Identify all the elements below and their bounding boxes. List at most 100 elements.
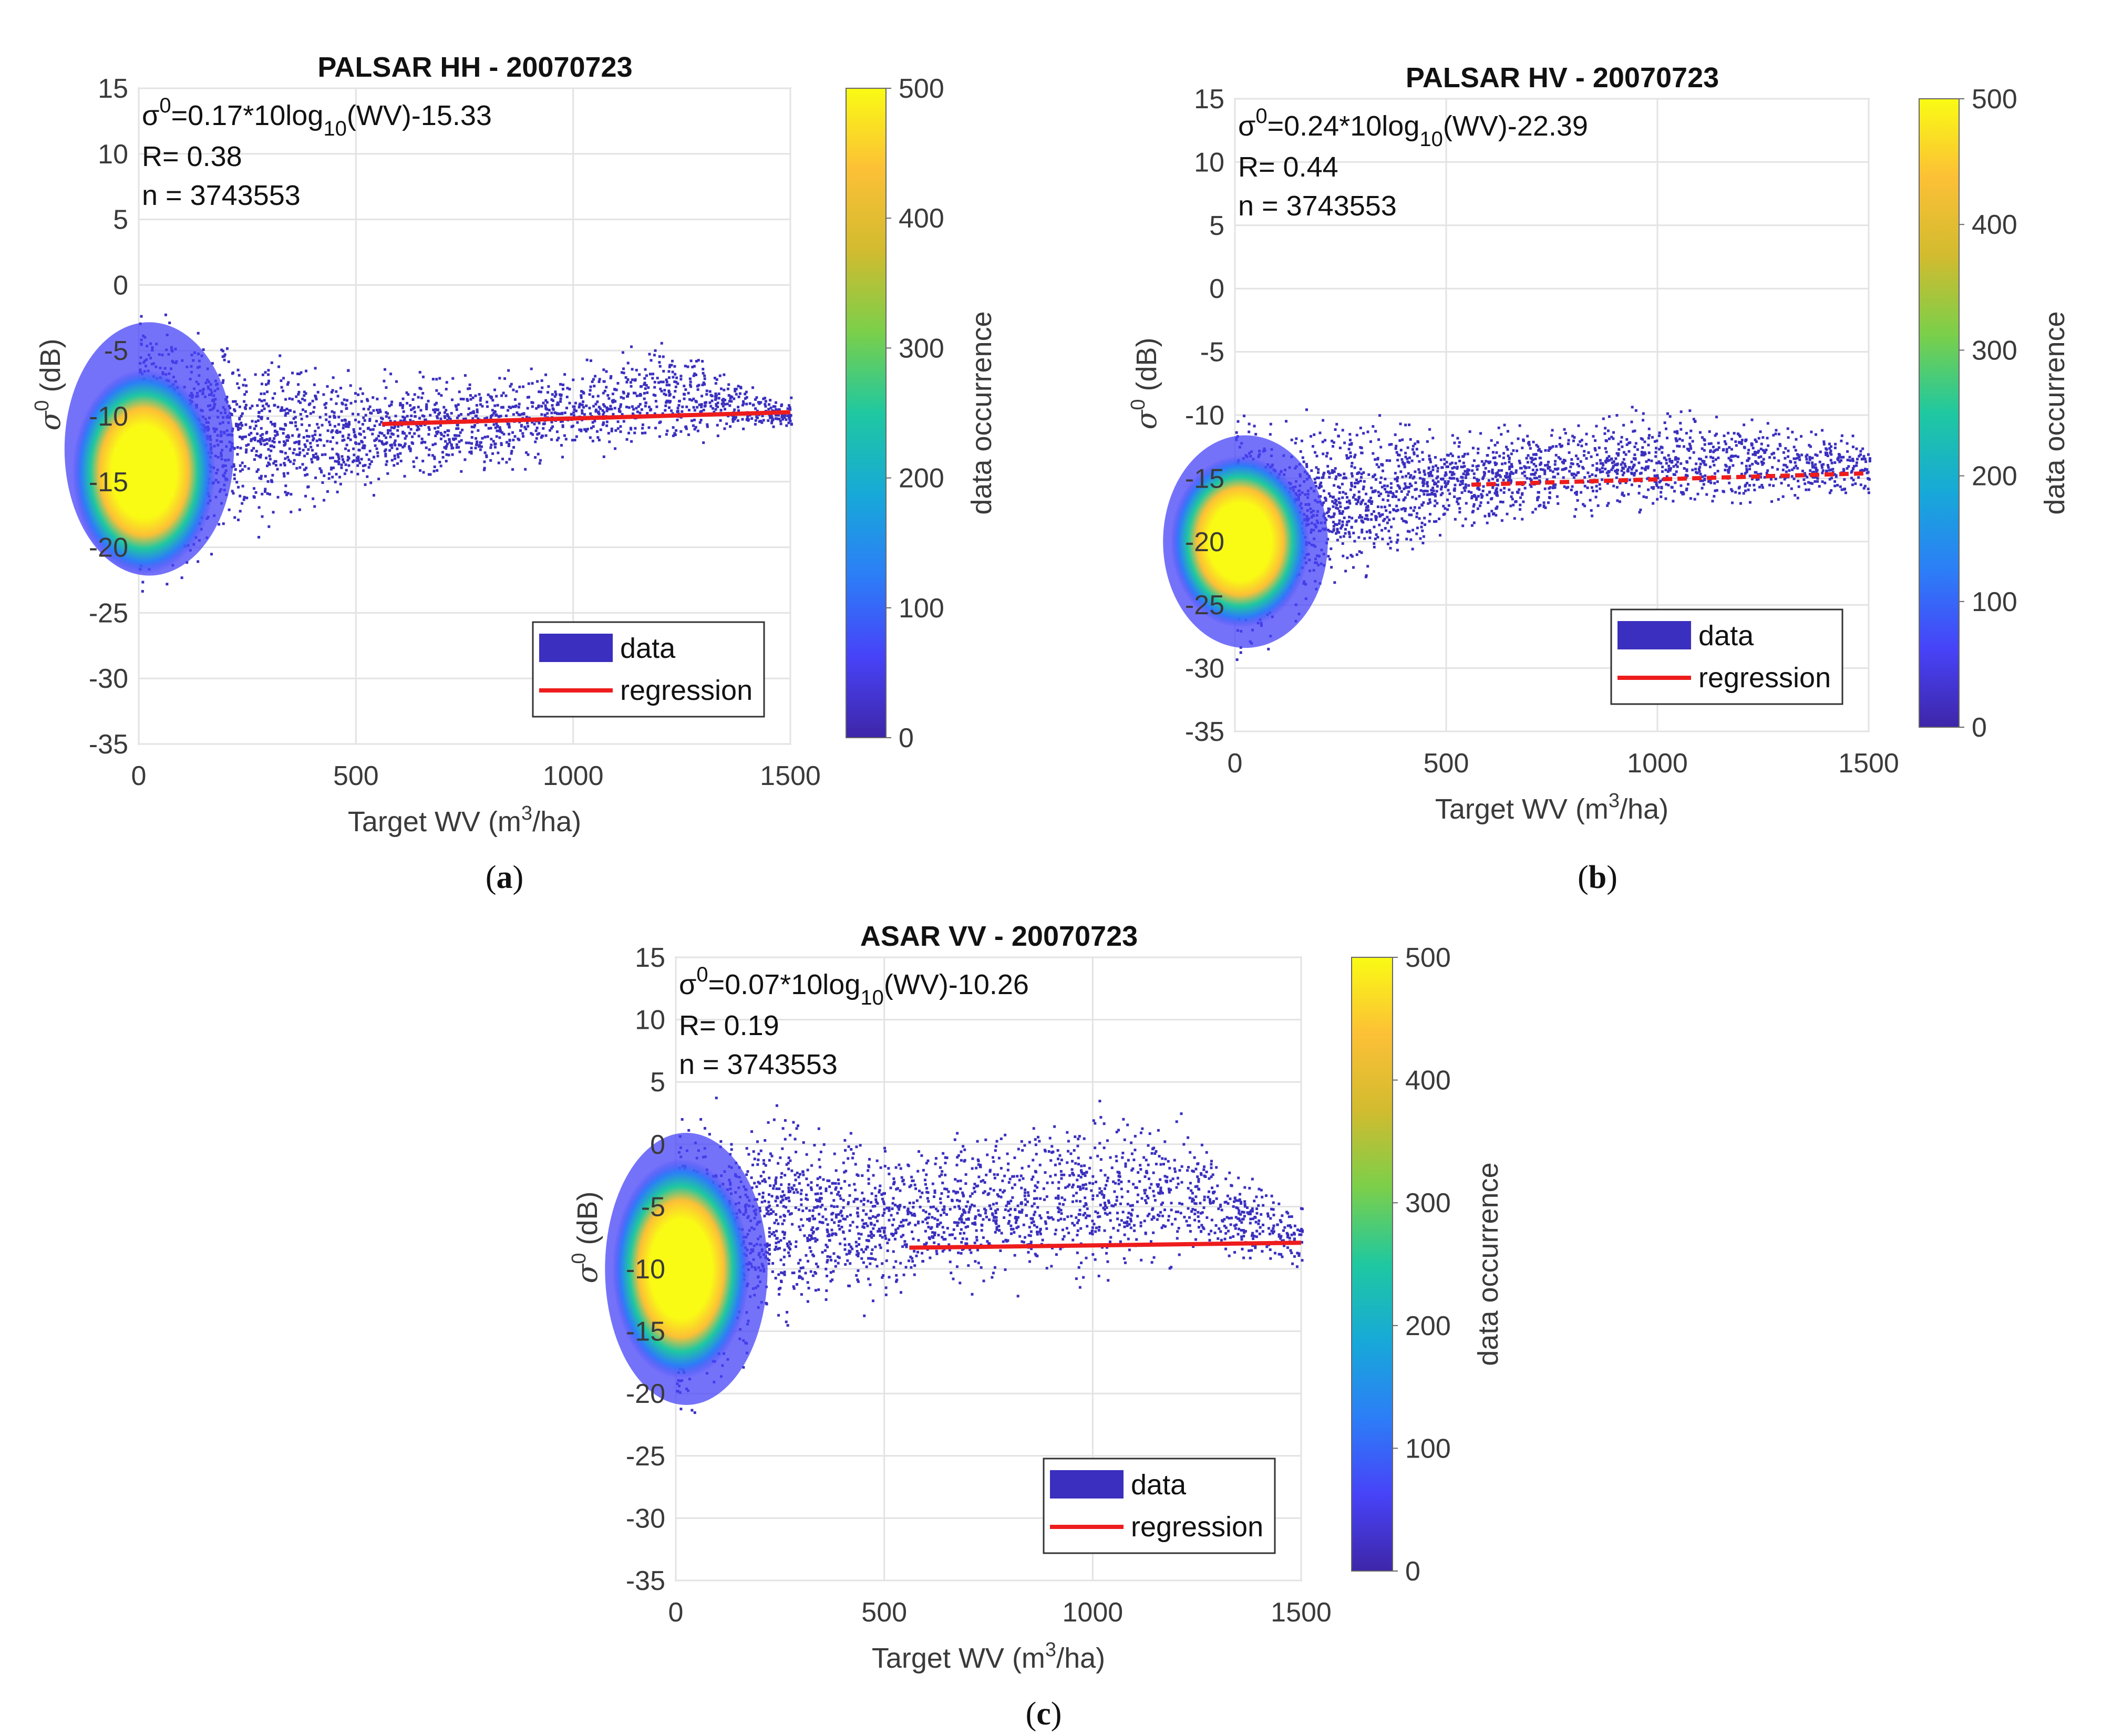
scatter-point: [291, 371, 294, 375]
scatter-point: [580, 396, 583, 399]
scatter-point: [479, 397, 482, 400]
scatter-point: [477, 429, 480, 432]
scatter-point: [1862, 469, 1866, 472]
scatter-point: [643, 397, 646, 400]
scatter-point: [431, 454, 434, 457]
scatter-point: [239, 447, 242, 450]
scatter-point: [355, 459, 358, 462]
scatter-point: [774, 417, 777, 420]
scatter-point: [629, 427, 632, 430]
y-axis-label-superscript: 0: [31, 400, 53, 411]
scatter-point: [394, 439, 397, 442]
scatter-point: [1436, 467, 1439, 470]
scatter-point: [407, 393, 410, 396]
scatter-point: [1572, 439, 1575, 442]
scatter-point: [422, 471, 425, 474]
scatter-point: [702, 368, 705, 371]
scatter-point: [1480, 496, 1483, 499]
scatter-point: [273, 425, 276, 428]
scatter-point: [505, 461, 508, 464]
scatter-point: [435, 402, 438, 405]
scatter-point: [703, 374, 706, 377]
scatter-point: [415, 456, 418, 459]
scatter-point: [267, 525, 271, 528]
scatter-point: [751, 404, 755, 407]
scatter-point: [508, 425, 511, 428]
scatter-point: [380, 432, 384, 435]
scatter-point: [390, 400, 394, 404]
scatter-point: [1591, 514, 1594, 518]
scatter-point: [186, 561, 189, 564]
scatter-point: [1323, 471, 1326, 474]
scatter-point: [261, 492, 264, 495]
scatter-point: [614, 429, 617, 432]
scatter-point: [1380, 485, 1384, 489]
scatter-point: [368, 419, 372, 422]
scatter-point: [1351, 461, 1354, 464]
scatter-point: [655, 405, 658, 408]
scatter-point: [1811, 464, 1814, 467]
scatter-point: [344, 404, 347, 407]
scatter-point: [1818, 460, 1821, 463]
scatter-point: [636, 410, 639, 414]
scatter-point: [1595, 453, 1599, 457]
scatter-point: [1667, 483, 1670, 487]
scatter-point: [384, 397, 387, 400]
scatter-point: [390, 432, 393, 435]
scatter-point: [347, 449, 350, 452]
scatter-point: [1755, 440, 1758, 443]
scatter-point: [1373, 542, 1376, 545]
scatter-point: [714, 382, 717, 385]
scatter-point: [1327, 510, 1330, 513]
scatter-point: [411, 435, 414, 438]
scatter-point: [282, 377, 285, 380]
scatter-point: [1680, 491, 1683, 494]
scatter-point: [1428, 520, 1431, 523]
scatter-point: [494, 426, 497, 429]
scatter-point: [1792, 467, 1796, 470]
scatter-point: [1353, 485, 1356, 489]
scatter-point: [1746, 482, 1749, 485]
scatter-point: [1364, 517, 1367, 520]
scatter-point: [594, 375, 597, 378]
scatter-point: [540, 436, 543, 439]
scatter-point: [1510, 495, 1513, 498]
scatter-point: [658, 361, 661, 364]
scatter-point: [1395, 541, 1398, 544]
scatter-point: [777, 408, 780, 411]
scatter-point: [1478, 504, 1481, 508]
scatter-point: [605, 370, 608, 373]
scatter-point: [313, 406, 316, 409]
scatter-point: [513, 435, 517, 438]
scatter-point: [1606, 429, 1610, 432]
scatter-point: [331, 476, 334, 479]
y-tick-label: 15: [98, 74, 128, 104]
scatter-point: [340, 463, 343, 467]
scatter-point: [327, 477, 331, 480]
scatter-point: [1343, 441, 1346, 445]
scatter-point: [1495, 507, 1498, 510]
scatter-point: [1389, 482, 1393, 485]
scatter-point: [1335, 503, 1338, 507]
scatter-point: [478, 393, 481, 396]
scatter-point: [715, 397, 718, 400]
scatter-point: [1646, 465, 1650, 468]
scatter-point: [1365, 530, 1368, 533]
scatter-point: [717, 397, 720, 400]
scatter-point: [1836, 484, 1839, 487]
scatter-point: [1727, 469, 1730, 472]
scatter-point: [338, 430, 342, 433]
scatter-point: [1754, 453, 1757, 457]
scatter-point: [1508, 468, 1511, 471]
scatter-point: [1394, 472, 1397, 475]
scatter-point: [1576, 463, 1579, 466]
scatter-point: [777, 414, 780, 417]
scatter-point: [726, 402, 729, 406]
scatter-point: [375, 437, 378, 440]
scatter-point: [1615, 485, 1619, 489]
scatter-point: [497, 461, 500, 464]
scatter-point: [1601, 478, 1604, 481]
scatter-point: [1758, 485, 1761, 489]
scatter-point: [1631, 466, 1634, 469]
scatter-point: [343, 398, 346, 401]
